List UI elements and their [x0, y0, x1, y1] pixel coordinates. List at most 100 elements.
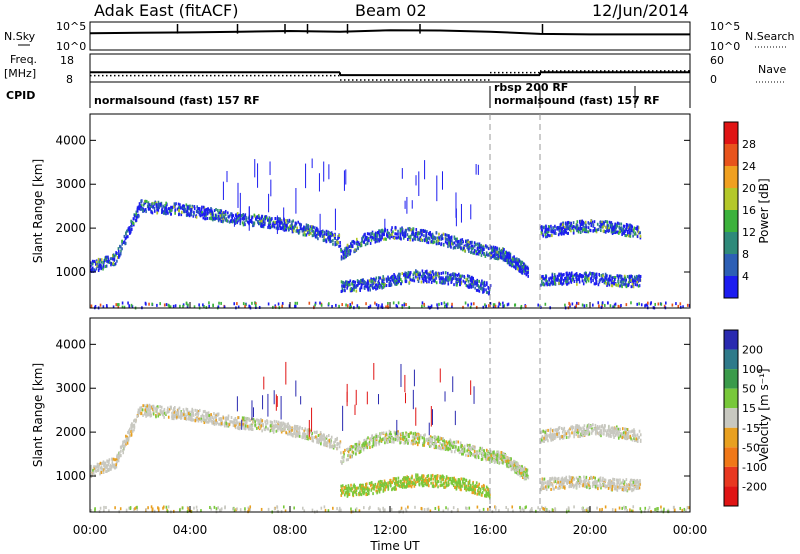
range-cell — [492, 305, 495, 309]
range-cell — [298, 230, 301, 234]
range-cell — [161, 207, 163, 211]
range-cell — [142, 404, 144, 408]
range-cell — [422, 273, 424, 277]
range-cell — [572, 274, 574, 278]
cpid-segment-label: rbsp 200 RF — [494, 81, 568, 94]
range-cell — [92, 468, 94, 472]
range-cell — [340, 290, 343, 294]
range-cell — [90, 261, 92, 265]
range-cell — [293, 424, 296, 428]
range-cell — [609, 278, 612, 282]
range-cell — [468, 274, 471, 278]
range-cell — [145, 210, 147, 214]
range-cell — [448, 238, 451, 242]
range-cell — [445, 444, 448, 448]
range-cell — [174, 211, 176, 215]
range-cell — [183, 206, 186, 210]
range-cell — [471, 447, 474, 451]
range-cell — [380, 305, 383, 309]
range-cell — [209, 209, 212, 213]
range-cell — [513, 256, 515, 260]
range-cell — [475, 288, 478, 292]
range-cell — [545, 230, 548, 234]
range-cell — [347, 454, 349, 458]
range-cell — [371, 279, 374, 283]
range-cell — [264, 217, 267, 221]
range-cell — [380, 431, 383, 435]
range-cell — [441, 446, 444, 450]
range-cell — [382, 275, 384, 279]
range-cell — [576, 220, 579, 224]
range-cell — [277, 422, 279, 426]
range-cell — [189, 413, 192, 417]
range-cell — [540, 283, 542, 287]
range-cell — [241, 214, 243, 218]
colorbar-tick-label: 20 — [742, 182, 756, 195]
range-cell — [363, 438, 366, 442]
range-cell — [398, 276, 401, 280]
range-cell — [458, 242, 460, 246]
range-cell — [132, 217, 135, 221]
range-cell — [606, 274, 608, 278]
range-cell — [489, 284, 492, 288]
range-cell — [545, 235, 547, 239]
range-cell — [517, 266, 520, 270]
range-cell — [457, 279, 460, 283]
range-cell — [440, 437, 443, 441]
range-cell — [440, 271, 443, 275]
range-cell — [601, 220, 603, 224]
range-cell — [549, 276, 552, 280]
range-cell — [190, 210, 192, 214]
range-cell — [403, 303, 406, 307]
range-cell — [620, 222, 623, 226]
range-cell — [484, 254, 487, 258]
range-cell — [222, 215, 225, 219]
range-cell — [573, 273, 576, 277]
range-cell — [118, 303, 120, 307]
range-cell — [203, 421, 206, 425]
range-cell — [380, 439, 383, 443]
range-cell — [245, 216, 247, 220]
range-cell — [568, 227, 571, 231]
range-cell — [345, 280, 347, 284]
range-cell — [612, 228, 615, 232]
range-cell — [247, 216, 250, 220]
range-cell — [401, 230, 404, 234]
range-cell — [159, 411, 162, 415]
range-cell — [494, 455, 497, 459]
range-cell — [348, 252, 351, 256]
range-cell — [502, 304, 504, 308]
range-cell — [256, 220, 259, 224]
range-cell — [408, 228, 410, 232]
range-cell — [239, 423, 242, 427]
range-cell — [506, 257, 509, 261]
range-cell — [623, 231, 626, 235]
range-cell — [629, 234, 632, 238]
range-cell — [311, 225, 313, 229]
range-cell — [460, 246, 462, 250]
range-cell — [101, 462, 103, 466]
range-cell — [194, 408, 197, 412]
range-cell — [133, 423, 136, 427]
range-cell — [332, 446, 335, 450]
range-cell — [104, 465, 107, 469]
range-cell — [610, 281, 613, 285]
range-cell — [399, 229, 402, 233]
range-cell — [155, 201, 158, 205]
range-cell — [359, 450, 361, 454]
range-cell — [352, 280, 355, 284]
range-cell — [349, 244, 352, 248]
range-cell — [149, 207, 151, 211]
range-cell — [157, 207, 160, 211]
range-cell — [458, 244, 460, 248]
range-cell — [366, 241, 369, 245]
range-cell — [371, 445, 374, 449]
range-cell — [234, 422, 236, 426]
range-cell — [397, 232, 399, 236]
range-cell — [217, 305, 220, 309]
range-cell — [381, 438, 384, 442]
range-cell — [168, 410, 170, 414]
range-cell — [595, 272, 598, 276]
range-cell — [131, 427, 133, 431]
range-cell — [115, 303, 118, 307]
